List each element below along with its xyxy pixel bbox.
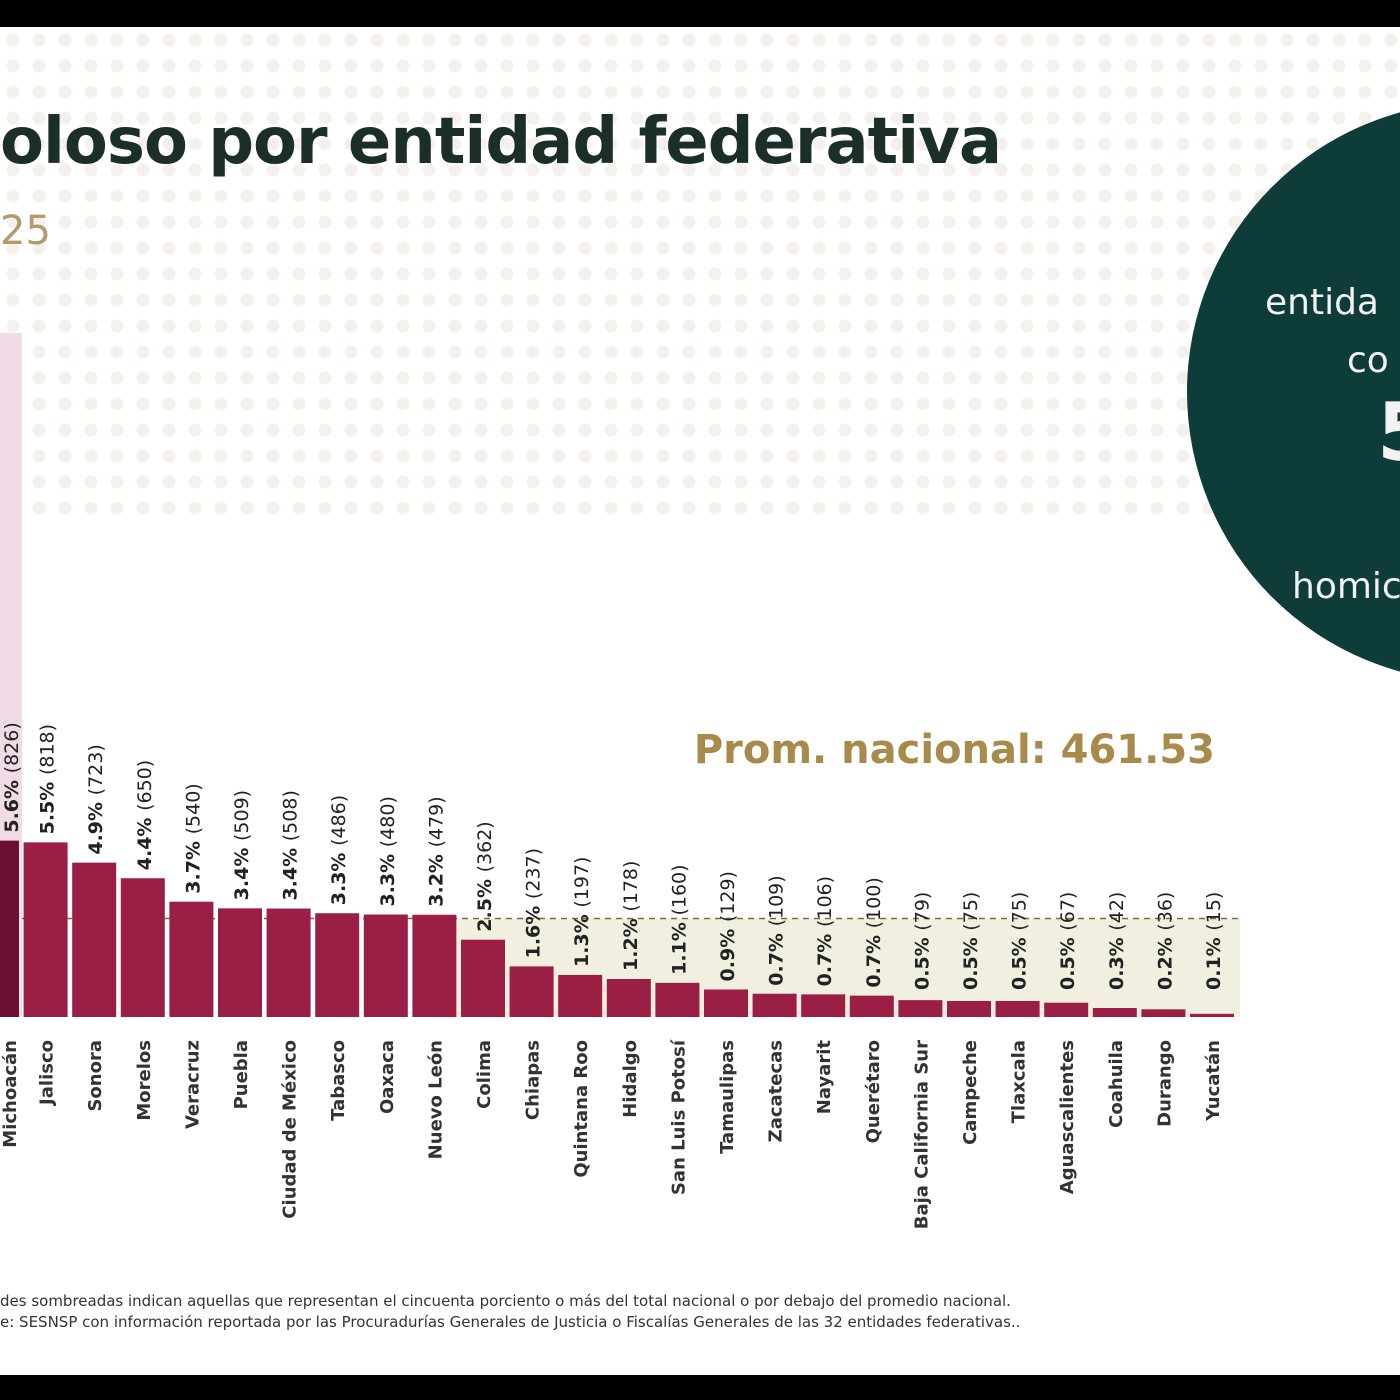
bar-22 [1044,1002,1089,1017]
category-label: Tamaulipas [717,1040,738,1154]
category-label: San Luis Potosí [668,1039,689,1195]
bar-6 [266,908,311,1017]
footnote-2: e: SESNSP con información reportada por … [0,1313,1021,1331]
value-label: 3.4% (508) [280,790,302,900]
value-label: 1.3% (197) [571,857,593,967]
bar-5 [218,908,262,1017]
bar-18 [849,995,894,1017]
bar-21 [995,1000,1040,1017]
category-label: Michoacán [0,1040,21,1148]
value-label: 0.2% (36) [1154,892,1176,990]
bar-7 [315,913,360,1017]
category-label: Querétaro [863,1040,884,1143]
category-label: Chiapas [523,1040,544,1120]
category-label: Tabasco [328,1040,349,1121]
bar-10 [461,939,505,1017]
category-label: Campeche [960,1040,981,1145]
category-label: Zacatecas [766,1040,787,1142]
category-label: Jalisco [37,1040,58,1107]
category-label: Durango [1154,1040,1175,1127]
value-label: 0.7% (109) [766,875,788,985]
category-label: Ciudad de México [280,1040,301,1219]
footnote-1: des sombreadas indican aquellas que repr… [0,1292,1011,1310]
bar-2 [72,862,117,1017]
category-label: Colima [474,1040,495,1109]
category-label: Puebla [231,1040,252,1109]
value-label: 0.5% (75) [1009,892,1031,990]
bar-16 [752,993,797,1017]
value-label: 0.5% (79) [911,892,933,990]
bar-11 [509,966,554,1017]
bar-0 [0,840,19,1017]
bar-12 [558,974,603,1017]
value-label: 0.7% (100) [863,877,885,987]
bar-13 [606,978,651,1017]
summary-circle: entida co 5 homic [1187,112,1400,672]
value-label: 3.4% (509) [231,790,253,900]
page-subtitle: 25 [0,208,51,254]
category-label: Morelos [134,1040,155,1121]
circle-line1: entida [1265,282,1379,323]
category-label: Nayarit [814,1040,835,1115]
value-label: 0.7% (106) [814,876,836,986]
value-label: 1.2% (178) [620,861,642,971]
value-label: 1.1% (160) [668,864,690,974]
value-label: 3.2% (479) [425,796,447,906]
category-label: Baja California Sur [911,1040,932,1229]
average-label: Prom. nacional: 461.53 [694,727,1215,773]
value-label: 0.1% (15) [1203,892,1225,990]
value-label: 3.7% (540) [182,783,204,893]
value-label: 3.3% (486) [328,795,350,905]
category-label: Nuevo León [425,1040,446,1159]
category-label: Coahuila [1106,1040,1127,1128]
bar-23 [1092,1008,1137,1017]
value-label: 5.6% (826) [1,722,23,832]
value-label: 0.9% (129) [717,871,739,981]
value-label: 0.5% (75) [960,892,982,990]
bar-14 [655,982,700,1017]
top-border [0,0,1400,27]
value-label: 4.9% (723) [85,744,107,854]
category-label: Quintana Roo [571,1040,592,1178]
bar-3 [120,878,165,1017]
category-label: Sonora [85,1040,106,1112]
circle-line2: co [1347,340,1389,381]
value-label: 3.3% (480) [377,796,399,906]
bar-25 [1190,1013,1234,1017]
value-label: 4.4% (650) [134,760,156,870]
bar-1 [23,842,68,1017]
bar-15 [704,989,748,1017]
circle-line3: homic [1292,566,1400,607]
category-label: Veracruz [182,1040,203,1129]
bar-24 [1141,1009,1186,1017]
circle-shape [1187,112,1400,672]
page-title: oloso por entidad federativa [0,105,1002,179]
dot-pattern [0,27,1400,527]
value-label: 5.5% (818) [37,724,59,834]
bar-20 [947,1000,991,1017]
value-label: 0.3% (42) [1106,892,1128,990]
category-label: Hidalgo [620,1040,641,1118]
category-label: Yucatán [1203,1040,1224,1122]
value-label: 0.5% (67) [1057,892,1079,990]
category-label: Oaxaca [377,1040,398,1114]
bar-9 [412,914,457,1017]
circle-number: 5 [1377,386,1400,479]
bar-19 [898,1000,943,1017]
category-label: Aguascalientes [1057,1040,1078,1194]
category-label: Tlaxcala [1009,1040,1030,1123]
value-label: 2.5% (362) [474,821,496,931]
value-label: 1.6% (237) [523,848,545,958]
bar-8 [363,914,408,1017]
bar-17 [801,994,846,1017]
bar-4 [169,901,214,1017]
bottom-border [0,1375,1400,1400]
